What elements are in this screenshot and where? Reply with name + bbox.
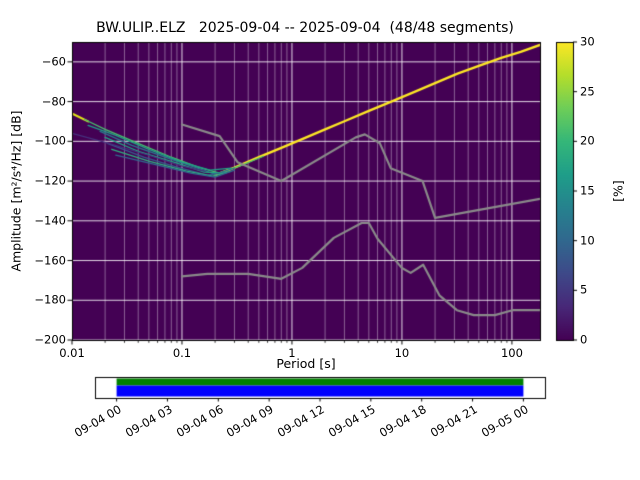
x-tick-label: 10 — [394, 346, 410, 360]
y-tick-label: −100 — [34, 134, 66, 149]
x-tick-label: 0.1 — [172, 346, 192, 360]
y-tick-label: −60 — [41, 54, 66, 69]
y-tick-label: −140 — [34, 213, 66, 228]
y-tick-label: −80 — [41, 94, 66, 109]
colorbar-tick-label: 25 — [580, 84, 595, 99]
x-tick-label: 100 — [500, 346, 523, 360]
colorbar-tick-label: 5 — [580, 283, 588, 298]
colorbar-tick-label: 0 — [580, 332, 588, 347]
x-tick-label: 0.01 — [59, 346, 85, 360]
y-tick-label: −180 — [34, 292, 66, 307]
colorbar-tick-label: 20 — [580, 134, 595, 149]
colorbar-tick-label: 30 — [580, 34, 595, 49]
x-tick-label: 1 — [288, 346, 296, 360]
y-axis-label: Amplitude [m²/s⁴/Hz] [dB] — [8, 110, 24, 272]
x-axis-label: Period [s] — [276, 356, 336, 371]
colorbar-label: [%] — [610, 180, 626, 202]
colorbar-tick-label: 15 — [580, 183, 595, 198]
plot-title: BW.ULIP..ELZ 2025-09-04 -- 2025-09-04 (4… — [96, 20, 514, 36]
y-tick-label: −200 — [34, 332, 66, 347]
y-tick-label: −120 — [34, 173, 66, 188]
y-tick-label: −160 — [34, 253, 66, 268]
colorbar-tick-label: 10 — [580, 233, 595, 248]
